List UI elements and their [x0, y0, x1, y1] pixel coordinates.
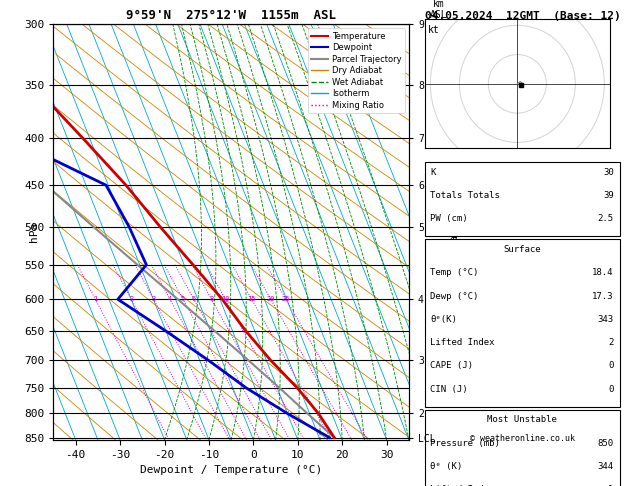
Text: hPa: hPa	[29, 222, 39, 242]
Bar	[425, 239, 620, 407]
Text: Lifted Index: Lifted Index	[430, 338, 495, 347]
Text: Mixing Ratio (g/kg): Mixing Ratio (g/kg)	[450, 176, 460, 288]
Text: Dewp (°C): Dewp (°C)	[430, 292, 479, 300]
Text: 8: 8	[209, 296, 214, 302]
Text: 17.3: 17.3	[593, 292, 614, 300]
Text: 18.4: 18.4	[593, 268, 614, 277]
Text: © weatheronline.co.uk: © weatheronline.co.uk	[470, 434, 574, 443]
Text: 1: 1	[93, 296, 97, 302]
Text: 30: 30	[603, 168, 614, 176]
Text: 2: 2	[129, 296, 133, 302]
Text: 0: 0	[608, 362, 614, 370]
Text: K: K	[430, 168, 436, 176]
Bar	[425, 162, 620, 236]
Text: θᵉ(K): θᵉ(K)	[430, 315, 457, 324]
Text: 39: 39	[603, 191, 614, 200]
Text: kt: kt	[428, 25, 440, 35]
Text: 25: 25	[282, 296, 291, 302]
Text: 10: 10	[221, 296, 230, 302]
Text: 20: 20	[267, 296, 275, 302]
Text: 0: 0	[608, 385, 614, 394]
Text: 343: 343	[598, 315, 614, 324]
Text: CAPE (J): CAPE (J)	[430, 362, 474, 370]
Bar	[425, 410, 620, 486]
Text: θᵉ (K): θᵉ (K)	[430, 462, 463, 471]
Text: 344: 344	[598, 462, 614, 471]
Text: Most Unstable: Most Unstable	[487, 416, 557, 424]
Text: 04.05.2024  12GMT  (Base: 12): 04.05.2024 12GMT (Base: 12)	[425, 11, 620, 21]
Text: 15: 15	[247, 296, 256, 302]
Text: CIN (J): CIN (J)	[430, 385, 468, 394]
Text: Surface: Surface	[503, 245, 541, 254]
Text: Temp (°C): Temp (°C)	[430, 268, 479, 277]
Text: 6: 6	[192, 296, 196, 302]
Title: 9°59'N  275°12'W  1155m  ASL: 9°59'N 275°12'W 1155m ASL	[126, 9, 336, 22]
Text: PW (cm): PW (cm)	[430, 214, 468, 223]
Text: km
ASL: km ASL	[430, 0, 448, 20]
Text: 5: 5	[181, 296, 185, 302]
X-axis label: Dewpoint / Temperature (°C): Dewpoint / Temperature (°C)	[140, 465, 322, 475]
Text: 2: 2	[608, 338, 614, 347]
Text: 2.5: 2.5	[598, 214, 614, 223]
Text: 4: 4	[168, 296, 172, 302]
Text: Totals Totals: Totals Totals	[430, 191, 500, 200]
Text: Pressure (mb): Pressure (mb)	[430, 439, 500, 448]
Text: 850: 850	[598, 439, 614, 448]
Legend: Temperature, Dewpoint, Parcel Trajectory, Dry Adiabat, Wet Adiabat, Isotherm, Mi: Temperature, Dewpoint, Parcel Trajectory…	[308, 29, 404, 113]
Text: 3: 3	[152, 296, 156, 302]
